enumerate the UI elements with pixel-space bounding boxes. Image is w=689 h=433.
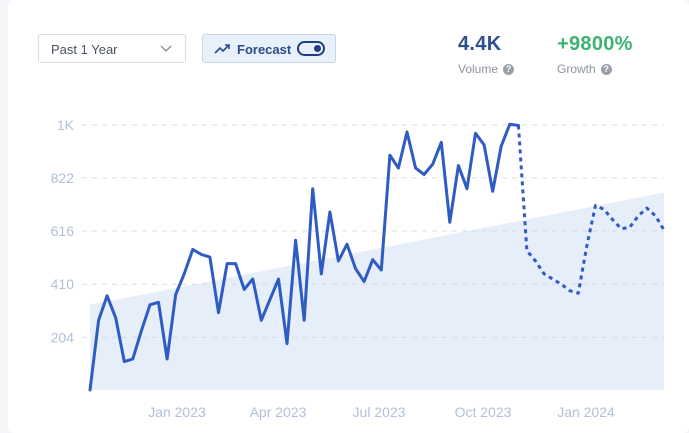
x-tick-label: Oct 2023 bbox=[455, 404, 512, 420]
forecast-toggle-switch[interactable] bbox=[297, 41, 325, 56]
trend-area bbox=[90, 192, 664, 390]
volume-stat: 4.4K Volume ? bbox=[458, 33, 515, 76]
y-tick-label: 410 bbox=[51, 276, 75, 292]
y-tick-label: 204 bbox=[51, 329, 75, 345]
forecast-label: Forecast bbox=[237, 42, 292, 57]
growth-value: +9800% bbox=[557, 33, 633, 55]
period-select[interactable]: Past 1 Year bbox=[38, 34, 186, 63]
series-line-actual bbox=[88, 122, 520, 392]
chevron-down-icon bbox=[160, 45, 172, 52]
growth-label: Growth bbox=[557, 62, 596, 76]
volume-label: Volume bbox=[458, 62, 499, 76]
y-tick-label: 616 bbox=[51, 223, 75, 239]
growth-stat: +9800% Growth ? bbox=[557, 33, 633, 76]
forecast-toggle-button[interactable]: Forecast bbox=[202, 34, 336, 63]
x-tick-label: Jan 2023 bbox=[148, 404, 206, 420]
x-tick-label: Jul 2023 bbox=[353, 404, 406, 420]
volume-value: 4.4K bbox=[458, 33, 502, 55]
help-icon[interactable]: ? bbox=[600, 63, 612, 75]
x-tick-label: Apr 2023 bbox=[250, 404, 307, 420]
trending-up-icon bbox=[214, 44, 230, 54]
y-tick-label: 1K bbox=[57, 117, 75, 133]
help-icon[interactable]: ? bbox=[503, 63, 515, 75]
y-tick-label: 822 bbox=[51, 170, 75, 186]
period-select-label: Past 1 Year bbox=[51, 42, 118, 57]
toggle-knob bbox=[314, 45, 321, 52]
x-tick-label: Jan 2024 bbox=[557, 404, 615, 420]
